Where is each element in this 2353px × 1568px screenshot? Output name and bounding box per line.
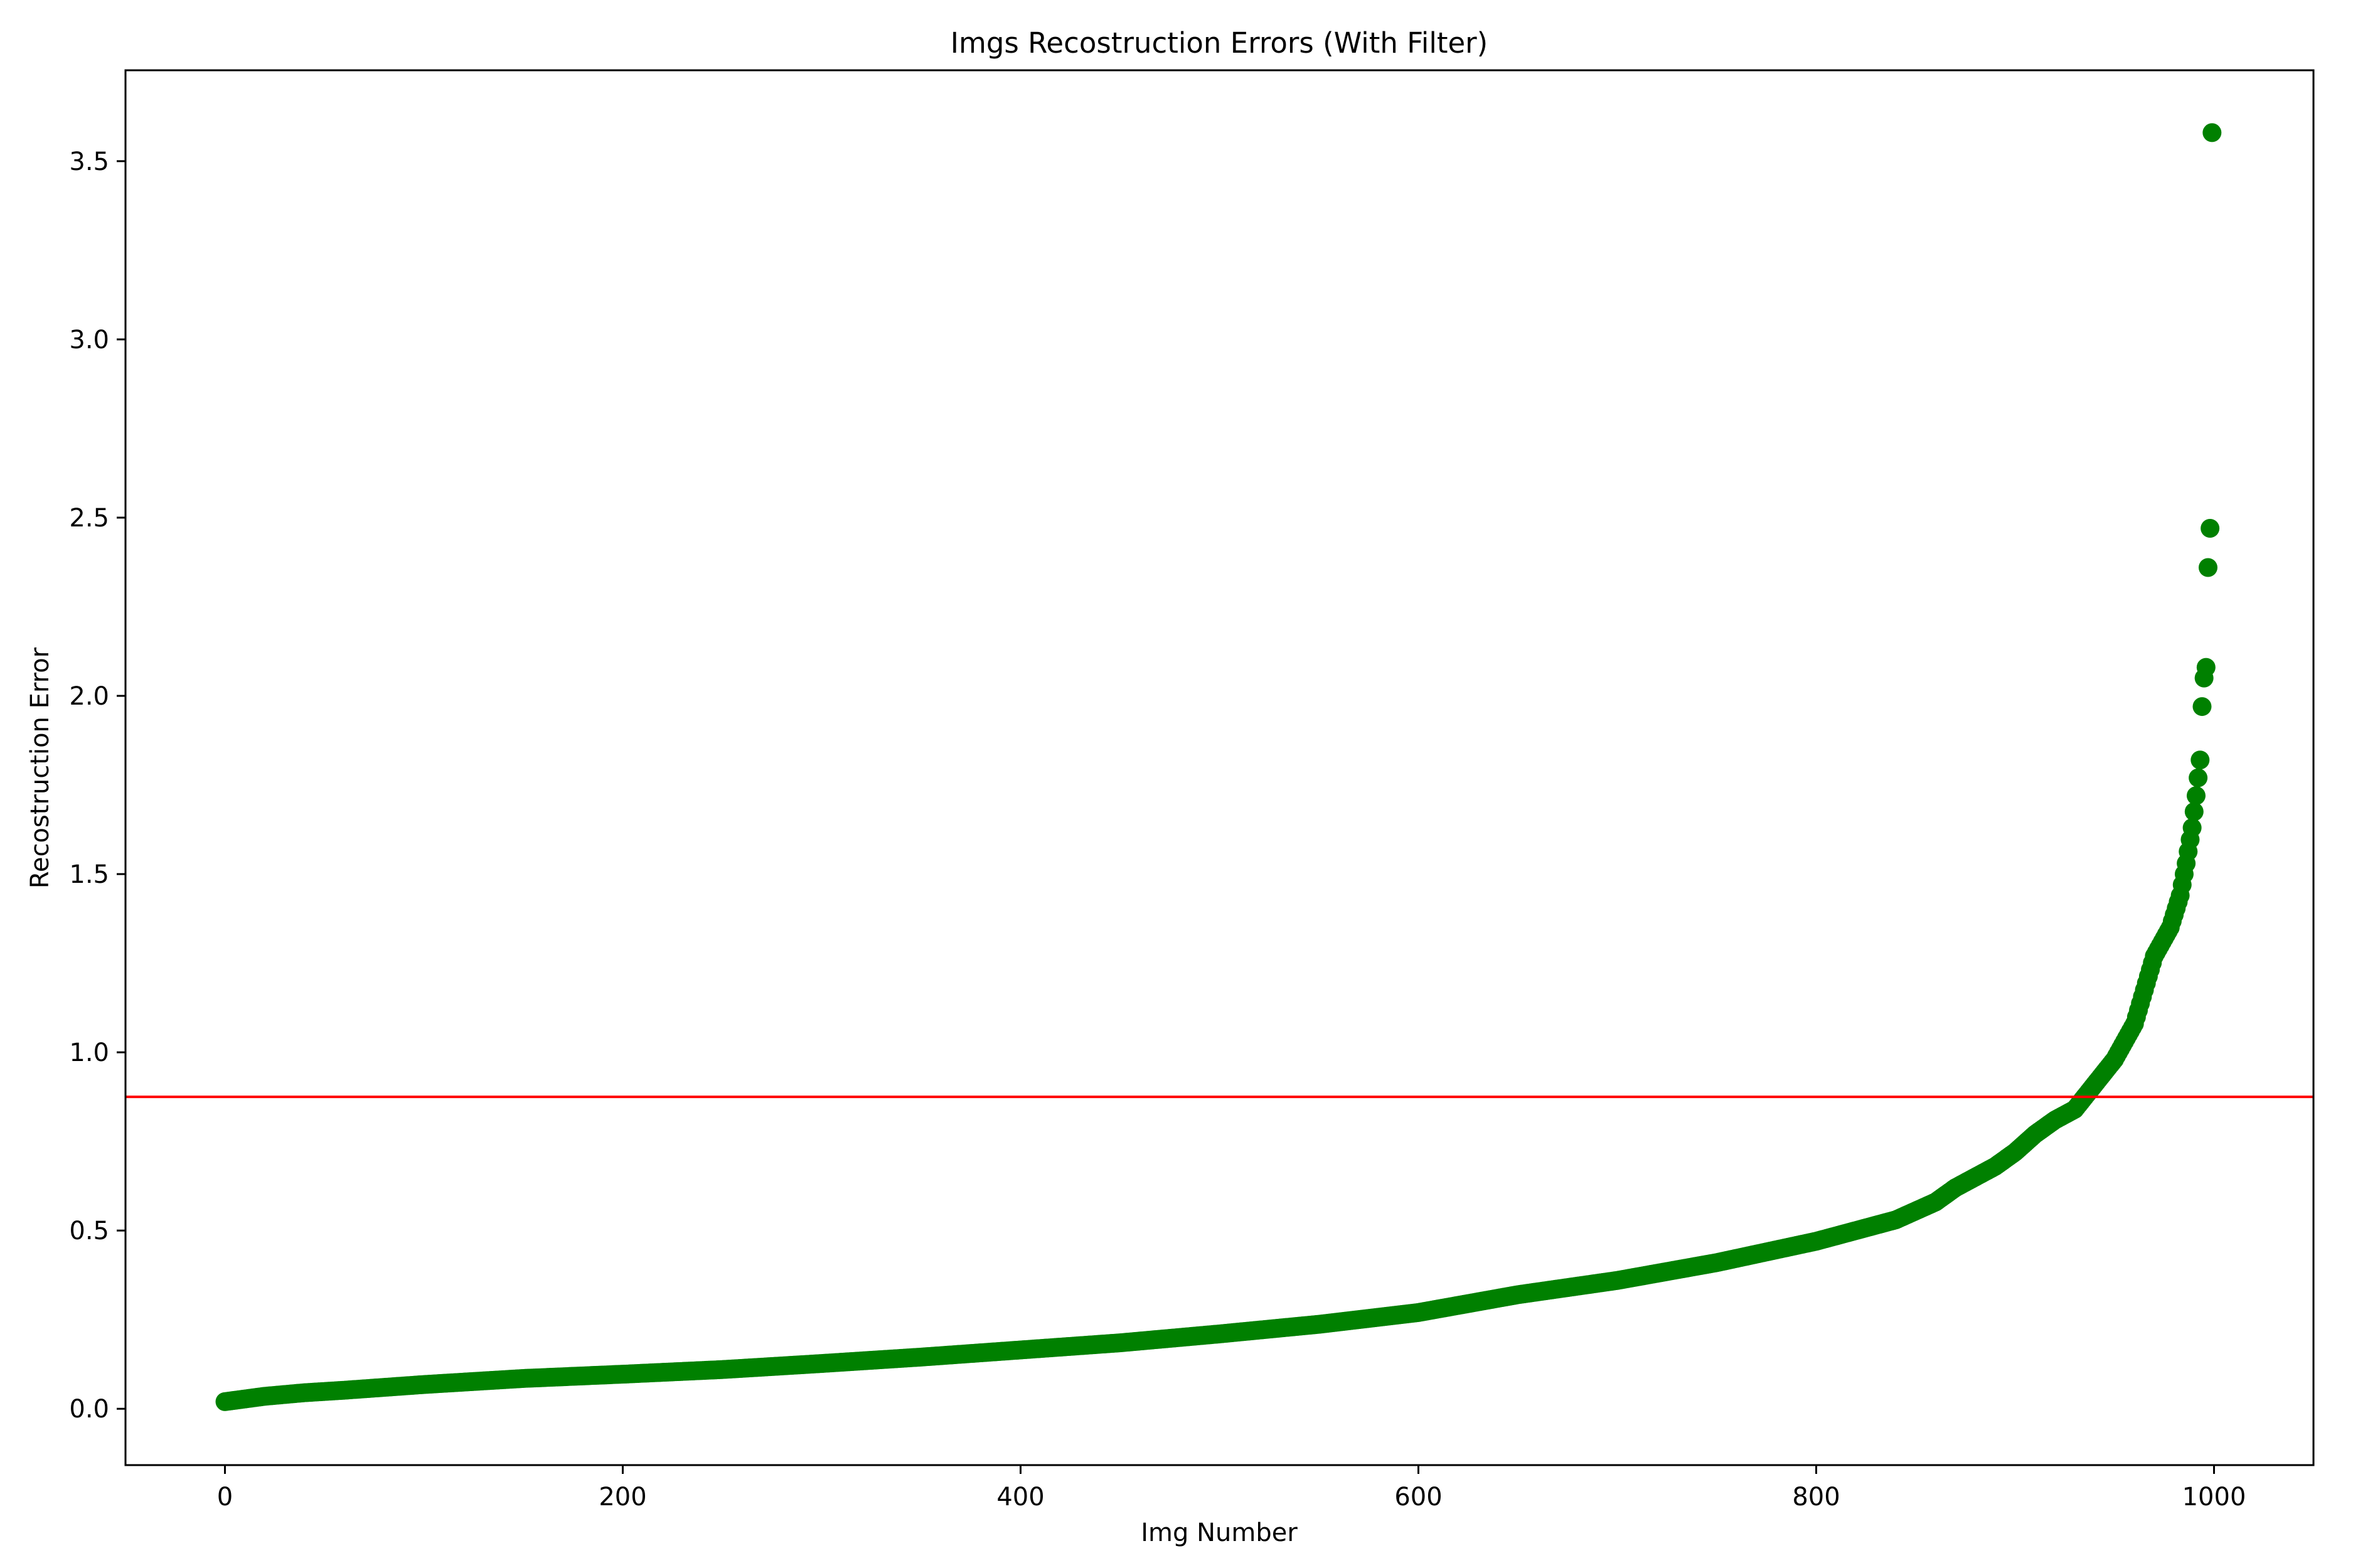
data-point [2186,786,2206,806]
y-tick-label: 3.5 [69,147,109,176]
x-tick-label: 600 [1394,1483,1442,1512]
data-point [2202,123,2222,142]
data-point [2198,558,2217,577]
y-tick-label: 1.0 [69,1038,109,1067]
data-point [2189,768,2208,787]
data-point [2190,750,2210,770]
y-tick-label: 3.0 [69,326,109,355]
chart-title: Imgs Recostruction Errors (With Filter) [951,26,1488,60]
data-point [2184,802,2204,821]
data-point [2201,519,2220,538]
y-tick-label: 2.5 [69,504,109,533]
y-tick-label: 0.5 [69,1217,109,1245]
x-tick-label: 200 [599,1483,646,1512]
y-axis-ticks: 0.0 0.5 1.0 1.5 2.0 2.5 3.0 3.5 [69,147,125,1424]
y-tick-label: 0.0 [69,1395,109,1424]
data-point [2182,818,2202,838]
y-axis-label: Recostruction Error [26,647,55,888]
data-point [2192,697,2212,717]
data-point [2196,658,2216,677]
x-axis-ticks: 0 200 400 600 800 1000 [217,1465,2246,1512]
x-axis-label: Img Number [1141,1518,1298,1547]
x-tick-label: 800 [1792,1483,1840,1512]
x-tick-label: 400 [996,1483,1044,1512]
x-tick-label: 0 [217,1483,233,1512]
y-tick-label: 1.5 [69,860,109,889]
plot-frame [124,69,2315,1466]
x-tick-label: 1000 [2182,1483,2246,1512]
y-tick-label: 2.0 [69,682,109,711]
